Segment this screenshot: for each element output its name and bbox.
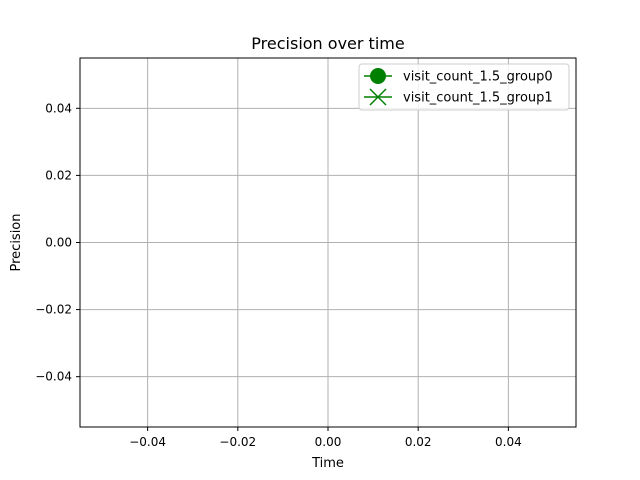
legend-label: visit_count_1.5_group1: [403, 91, 553, 106]
legend: visit_count_1.5_group0 visit_count_1.5_gr…: [358, 63, 570, 111]
y-tick-label: −0.02: [35, 303, 72, 317]
x-tick-label: 0.00: [315, 435, 342, 449]
marker-x: [369, 88, 387, 106]
x-tick-label: −0.04: [129, 435, 166, 449]
marker-circle: [370, 68, 386, 84]
legend-entry: visit_count_1.5_group0: [364, 68, 553, 85]
y-tick-label: 0.02: [45, 168, 72, 182]
y-tick-label: 0.04: [45, 101, 72, 115]
y-tick-label: −0.04: [35, 370, 72, 384]
legend-entry: visit_count_1.5_group1: [364, 88, 553, 106]
x-axis-label: Time: [311, 456, 344, 471]
x-tick-label: 0.04: [495, 435, 522, 449]
y-tick-label: 0.00: [45, 236, 72, 250]
x-tick-label: 0.02: [405, 435, 432, 449]
legend-box: [358, 63, 570, 111]
y-axis-label: Precision: [9, 213, 24, 271]
chart-title: Precision over time: [251, 34, 404, 53]
ticks: −0.04 −0.02 0.00 0.02 0.04 −0.04 −0.02 0.00 0.02…: [35, 101, 522, 449]
legend-label: visit_count_1.5_group0: [403, 70, 553, 85]
x-tick-label: −0.02: [219, 435, 256, 449]
